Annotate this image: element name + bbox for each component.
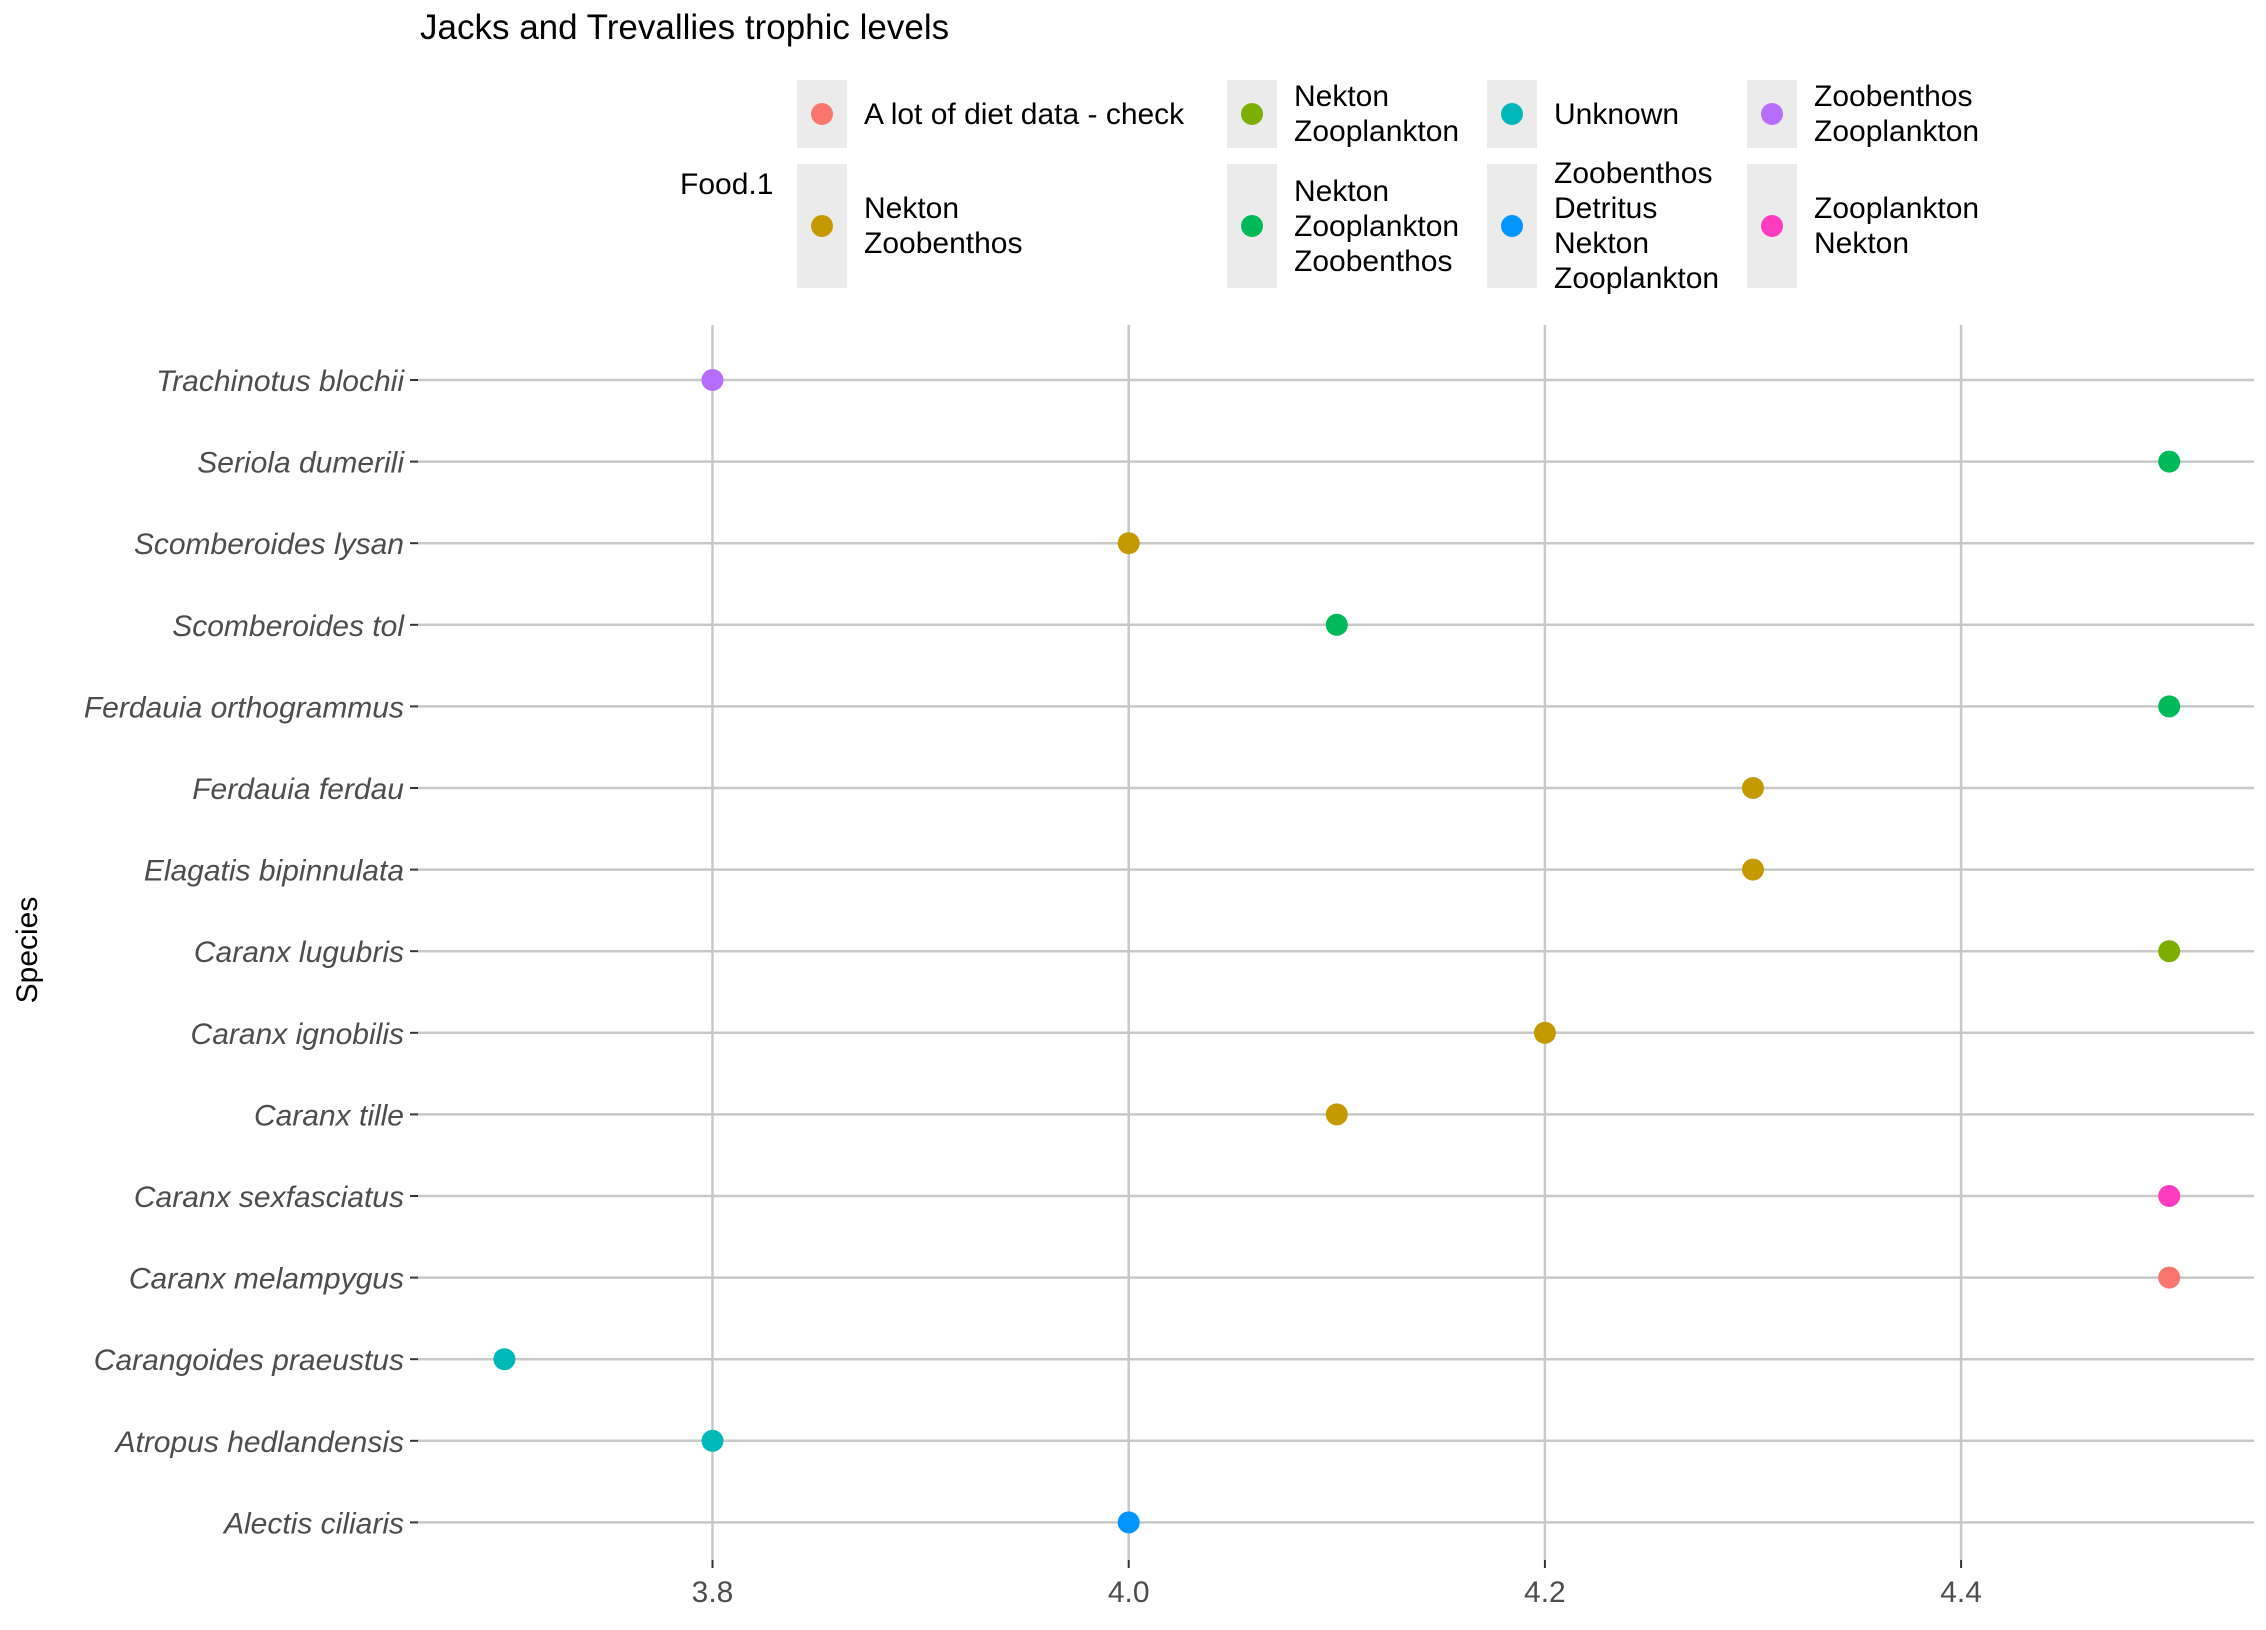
y-tick-label: Scomberoides lysan bbox=[134, 528, 404, 561]
data-point bbox=[2158, 450, 2181, 473]
y-tick-label: Scomberoides tol bbox=[172, 610, 405, 643]
data-point bbox=[2158, 940, 2181, 963]
legend-dot bbox=[1241, 103, 1263, 125]
legend-dot bbox=[811, 215, 833, 237]
legend-title: Food.1 bbox=[680, 168, 774, 201]
y-tick-label: Caranx ignobilis bbox=[191, 1018, 404, 1051]
data-point bbox=[1117, 1511, 1140, 1534]
data-point bbox=[2158, 1185, 2181, 1207]
data-point bbox=[701, 369, 724, 391]
data-point bbox=[1325, 613, 1348, 636]
y-tick-label: Carangoides praeustus bbox=[94, 1344, 404, 1377]
x-tick-label: 4.2 bbox=[1524, 1576, 1566, 1609]
data-point bbox=[1533, 1021, 1556, 1044]
data-point bbox=[1742, 777, 1764, 799]
y-tick-label: Alectis ciliaris bbox=[222, 1507, 404, 1540]
legend-dot bbox=[1761, 215, 1783, 237]
chart-title: Jacks and Trevallies trophic levels bbox=[420, 8, 950, 47]
legend-dot bbox=[1501, 103, 1523, 125]
y-tick-label: Caranx sexfasciatus bbox=[134, 1181, 404, 1214]
y-tick-label: Seriola dumerili bbox=[197, 447, 405, 480]
y-tick-label: Caranx lugubris bbox=[194, 936, 404, 969]
data-point bbox=[2158, 1266, 2181, 1289]
y-tick-label: Caranx tille bbox=[254, 1099, 404, 1132]
legend-dot bbox=[1241, 215, 1263, 237]
y-tick-label: Elagatis bipinnulata bbox=[144, 855, 404, 888]
legend-label: A lot of diet data - check bbox=[864, 97, 1185, 131]
data-point bbox=[493, 1348, 516, 1371]
legend-dot bbox=[1761, 103, 1783, 125]
legend-label: Nekton Zoobenthos bbox=[864, 192, 1023, 260]
legend-label: Zooplankton Nekton bbox=[1814, 192, 1980, 260]
y-tick-label: Ferdauia orthogrammus bbox=[84, 691, 404, 724]
x-tick-label: 4.0 bbox=[1108, 1576, 1150, 1609]
legend-label: Nekton Zooplankton bbox=[1294, 80, 1460, 148]
legend-label: Zoobenthos Zooplankton bbox=[1814, 80, 1980, 148]
legend-label: Zoobenthos Detritus Nekton Zooplankton bbox=[1554, 157, 1720, 295]
data-point bbox=[2158, 695, 2181, 718]
x-tick-label: 3.8 bbox=[692, 1576, 734, 1609]
legend-dot bbox=[811, 103, 833, 125]
data-point bbox=[1742, 858, 1764, 881]
legend-label: Unknown bbox=[1554, 97, 1680, 131]
x-tick-label: 4.4 bbox=[1940, 1576, 1982, 1609]
y-tick-label: Atropus hedlandensis bbox=[113, 1426, 404, 1459]
data-point bbox=[1325, 1103, 1348, 1126]
y-tick-label: Caranx melampygus bbox=[129, 1263, 404, 1296]
y-tick-label: Ferdauia ferdau bbox=[192, 773, 404, 806]
legend-dot bbox=[1501, 215, 1523, 237]
data-point bbox=[1117, 532, 1140, 555]
data-point bbox=[701, 1429, 724, 1452]
y-tick-label: Trachinotus blochii bbox=[156, 365, 405, 398]
legend-label: Nekton Zooplankton Zoobenthos bbox=[1294, 174, 1460, 278]
